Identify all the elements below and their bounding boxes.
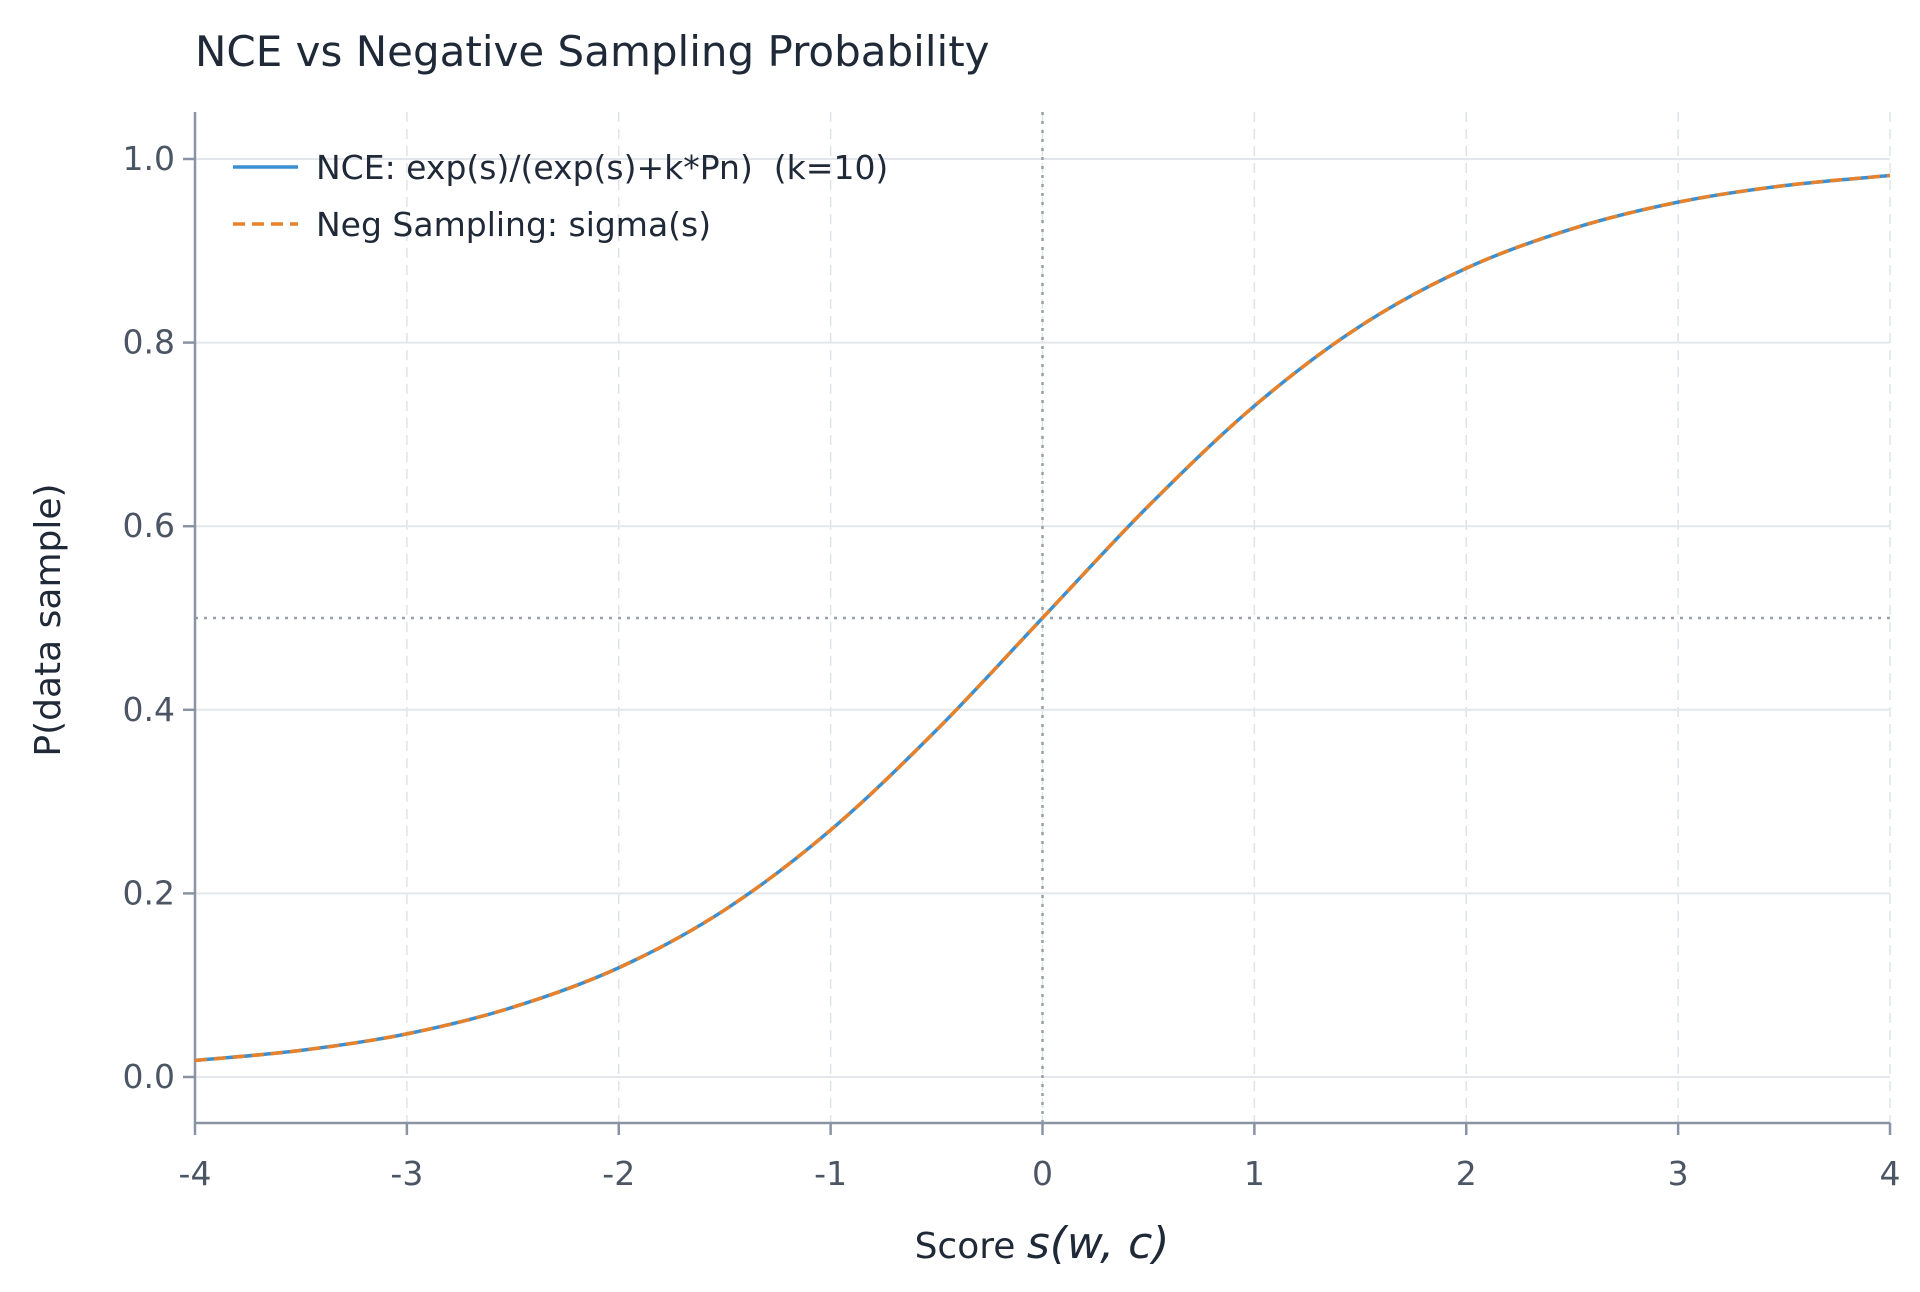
- x-tick-label-7: 3: [1668, 1154, 1689, 1193]
- x-ticks: -4 -3 -2 -1 0 1 2 3 4: [179, 1123, 1901, 1193]
- y-tick-label-3: 0.6: [123, 506, 175, 545]
- y-tick-label-2: 0.4: [123, 690, 175, 729]
- x-tick-label-6: 2: [1456, 1154, 1477, 1193]
- x-tick-label-8: 4: [1880, 1154, 1901, 1193]
- x-axis-label: Score s(w, c): [915, 1218, 1170, 1269]
- y-tick-label-1: 0.2: [123, 873, 175, 912]
- series-group: [194, 173, 1891, 1063]
- x-tick-label-2: -2: [602, 1154, 635, 1193]
- x-tick-label-4: 0: [1032, 1154, 1053, 1193]
- y-axis-label: P(data sample): [28, 483, 69, 756]
- y-ticks: 0.0 0.2 0.4 0.6 0.8 1.0: [123, 139, 195, 1096]
- y-tick-label-4: 0.8: [123, 323, 175, 362]
- legend-label-neg-sampling: Neg Sampling: sigma(s): [316, 205, 711, 244]
- x-tick-label-0: -4: [179, 1154, 212, 1193]
- x-tick-label-3: -1: [814, 1154, 847, 1193]
- legend: NCE: exp(s)/(exp(s)+k*Pn) (k=10) Neg Sam…: [233, 148, 888, 244]
- y-tick-label-0: 0.0: [123, 1057, 175, 1096]
- x-axis-label-prefix: Score: [915, 1226, 1027, 1267]
- x-axis-label-math: s(w, c): [1027, 1218, 1170, 1269]
- y-tick-label-5: 1.0: [123, 139, 175, 178]
- series-line-1: [194, 173, 1891, 1063]
- chart-title: NCE vs Negative Sampling Probability: [195, 27, 990, 76]
- x-tick-label-5: 1: [1244, 1154, 1265, 1193]
- x-tick-label-1: -3: [390, 1154, 423, 1193]
- legend-label-nce: NCE: exp(s)/(exp(s)+k*Pn) (k=10): [316, 148, 888, 187]
